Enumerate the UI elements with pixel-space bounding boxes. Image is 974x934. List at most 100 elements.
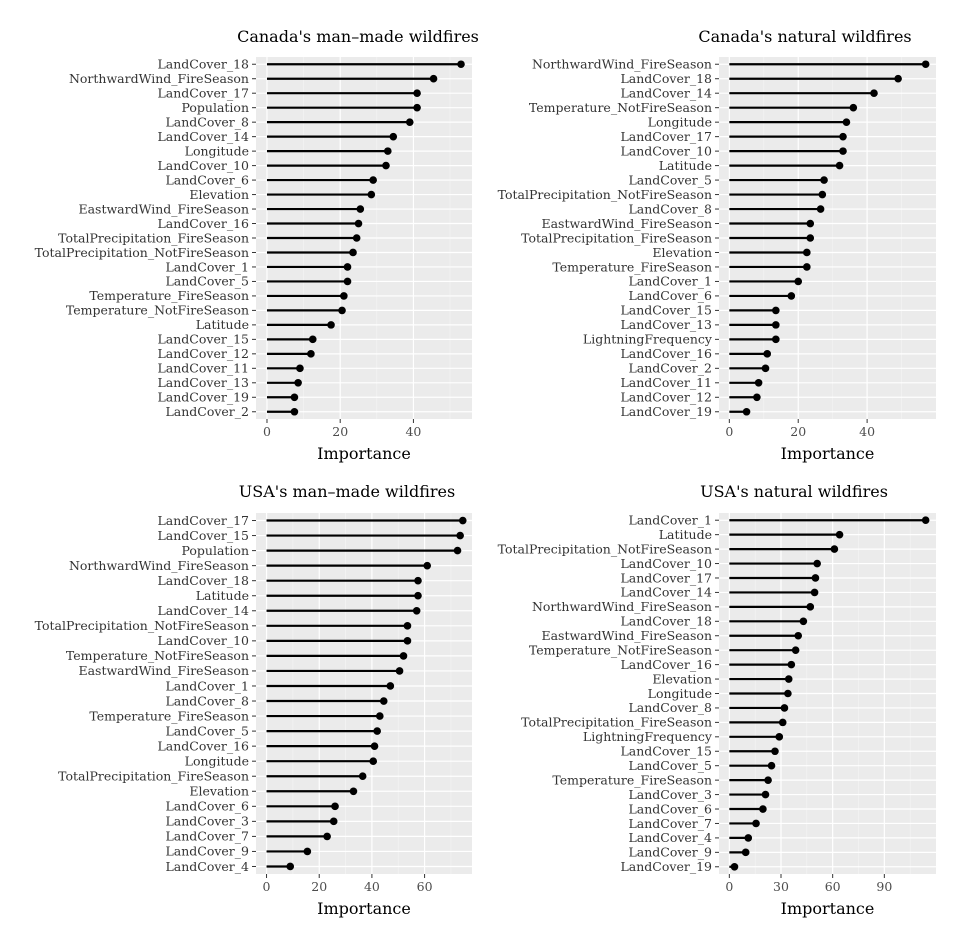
x-tick-label: 40: [364, 879, 380, 894]
x-tick-label: 20: [790, 424, 806, 439]
category-label: LandCover_5: [628, 172, 712, 187]
lollipop-point: [349, 248, 357, 257]
category-label: LandCover_16: [158, 738, 250, 753]
lollipop-point: [806, 234, 815, 242]
lollipop-point: [373, 727, 381, 735]
category-label: LandCover_15: [621, 744, 713, 759]
chart-title: Canada's natural wildfires: [698, 27, 911, 46]
lollipop-point: [761, 790, 770, 799]
lollipop-point: [413, 89, 421, 97]
category-label: TotalPrecipitation_NotFireSeason: [498, 541, 712, 556]
category-label: EastwardWind_FireSeason: [541, 628, 712, 643]
chart-panel-1: LandCover_18NorthwardWind_FireSeasonLand…: [35, 27, 479, 463]
category-label: Longitude: [185, 143, 249, 158]
lollipop-point: [752, 819, 760, 828]
category-label: Elevation: [652, 245, 712, 260]
lollipop-point: [835, 530, 844, 539]
category-label: LandCover_6: [165, 172, 249, 187]
lollipop-point: [349, 787, 358, 796]
chart-title: Canada's man–made wildfires: [237, 27, 479, 46]
category-label: LandCover_18: [158, 573, 250, 588]
category-label: Temperature_FireSeason: [89, 708, 249, 723]
lollipop-point: [780, 704, 789, 712]
x-tick-label: 60: [825, 879, 841, 894]
category-label: Temperature_FireSeason: [552, 772, 712, 787]
category-label: LandCover_8: [628, 700, 712, 715]
x-tick-label: 0: [725, 424, 733, 439]
category-label: TotalPrecipitation_NotFireSeason: [35, 245, 249, 260]
lollipop-point: [343, 263, 352, 271]
lollipop-point: [356, 205, 365, 213]
category-label: LandCover_9: [165, 844, 249, 859]
x-tick-label: 60: [417, 879, 433, 894]
x-axis-label: Importance: [781, 444, 875, 463]
lollipop-point: [296, 364, 304, 373]
category-label: LandCover_6: [165, 799, 249, 814]
lollipop-point: [308, 335, 317, 344]
category-label: Longitude: [648, 114, 712, 129]
category-label: LandCover_14: [621, 585, 713, 600]
category-label: LandCover_9: [628, 845, 712, 860]
category-label: LandCover_13: [158, 375, 250, 390]
category-label: LandCover_14: [158, 129, 250, 144]
lollipop-point: [386, 682, 395, 690]
category-label: LandCover_18: [621, 71, 713, 86]
lollipop-point: [921, 60, 930, 69]
category-label: LandCover_1: [628, 513, 712, 528]
category-label: LandCover_17: [621, 129, 713, 144]
category-label: LandCover_1: [165, 259, 249, 274]
lollipop-point: [775, 733, 784, 741]
category-label: Temperature_NotFireSeason: [529, 100, 712, 115]
lollipop-point: [787, 292, 796, 300]
category-label: LandCover_14: [621, 86, 713, 101]
category-label: LandCover_19: [158, 390, 250, 405]
category-label: EastwardWind_FireSeason: [78, 201, 249, 216]
category-label: LandCover_15: [621, 303, 713, 318]
category-label: LandCover_6: [628, 288, 712, 303]
lollipop-point: [921, 516, 930, 525]
category-label: LandCover_10: [621, 556, 713, 571]
lollipop-point: [412, 606, 421, 615]
category-label: LandCover_4: [628, 830, 712, 845]
lollipop-point: [830, 545, 839, 553]
lollipop-point: [730, 862, 739, 871]
lollipop-point: [763, 350, 772, 358]
lollipop-point: [290, 407, 299, 416]
lollipop-point: [358, 772, 367, 781]
lollipop-point: [810, 588, 819, 597]
lollipop-point: [405, 118, 414, 126]
category-label: LandCover_4: [165, 859, 249, 874]
lollipop-point: [839, 132, 847, 141]
lollipop-point: [367, 190, 376, 199]
category-label: Temperature_NotFireSeason: [529, 642, 712, 657]
lollipop-point: [429, 74, 438, 83]
category-label: Latitude: [659, 527, 712, 542]
x-axis-label: Importance: [781, 899, 875, 918]
category-label: LandCover_16: [621, 657, 713, 672]
lollipop-point: [818, 190, 827, 199]
lollipop-point: [327, 321, 335, 329]
category-label: LandCover_2: [165, 404, 249, 419]
lollipop-point: [294, 379, 302, 387]
category-label: TotalPrecipitation_NotFireSeason: [35, 618, 249, 633]
lollipop-point: [842, 118, 851, 126]
lollipop-point: [835, 161, 844, 170]
lollipop-point: [369, 176, 377, 184]
plot-background: [256, 513, 472, 874]
category-label: LandCover_5: [628, 758, 712, 773]
lollipop-point: [290, 393, 299, 402]
category-label: LandCover_8: [165, 114, 249, 129]
lollipop-point: [741, 848, 750, 857]
category-label: LandCover_19: [621, 859, 713, 874]
category-label: LightningFrequency: [583, 332, 713, 347]
lollipop-point: [794, 277, 803, 286]
lollipop-point: [376, 712, 384, 720]
lollipop-point: [771, 747, 779, 756]
lollipop-point: [803, 263, 811, 271]
category-label: LandCover_18: [621, 614, 713, 629]
lollipop-point: [423, 561, 432, 570]
lollipop-point: [784, 675, 793, 683]
category-label: LandCover_11: [621, 375, 713, 390]
x-axis-label: Importance: [317, 444, 411, 463]
